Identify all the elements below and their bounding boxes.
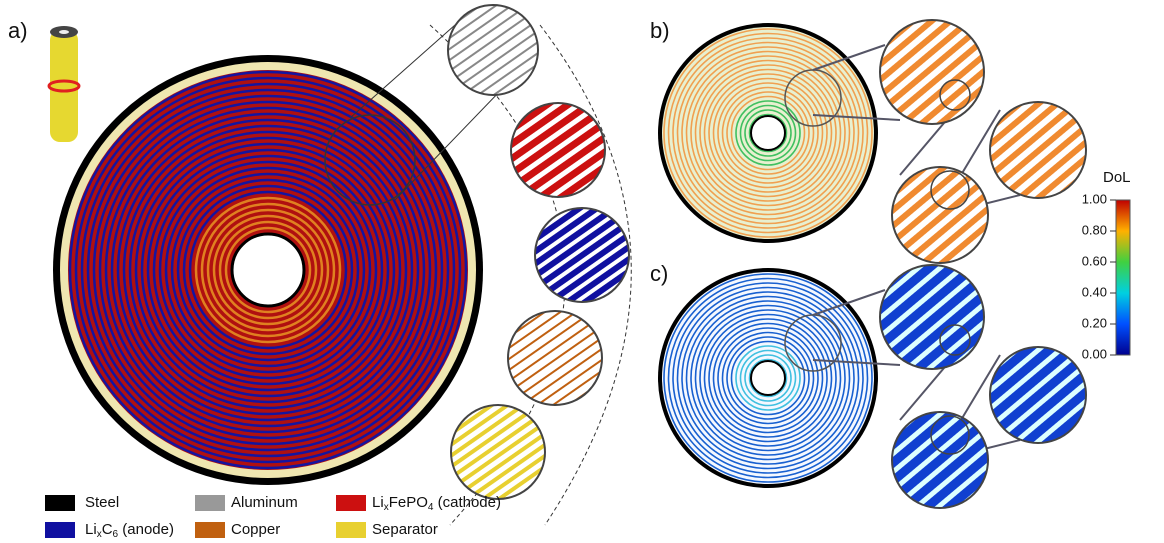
legend-label: Steel [85, 494, 119, 511]
colorbar-tick-label: 1.00 [1082, 191, 1107, 206]
legend-swatch [195, 495, 225, 511]
legend-text: Li [85, 521, 97, 538]
zoom-view [990, 347, 1086, 443]
cell-icon [49, 26, 79, 142]
colorbar-ticks: 1.00 0.80 0.60 0.40 0.20 0.00 [1082, 191, 1116, 361]
colorbar-tick-label: 0.20 [1082, 315, 1107, 330]
legend-text: FePO [389, 494, 428, 511]
legend-swatch [195, 522, 225, 538]
zoom-view [451, 405, 545, 499]
legend-text: Steel [85, 494, 119, 511]
legend-label: Aluminum [231, 494, 298, 511]
page: {"panels": {"a": {"label": "a)"}, "b": {… [0, 0, 1164, 543]
legend-text: Aluminum [231, 494, 298, 511]
colorbar-tick-label: 0.60 [1082, 253, 1107, 268]
legend-swatch [336, 522, 366, 538]
zoom-view [990, 102, 1086, 198]
zoom-view [880, 20, 984, 124]
zoom-view [892, 167, 988, 263]
colorbar-tick-label: 0.00 [1082, 346, 1107, 361]
figure: a) b) c) DoL 1.00 0.80 0.60 0.40 0.20 0.00 St… [0, 0, 1164, 543]
legend-text: C [102, 521, 113, 538]
legend-label: LixFePO4 (cathode) [372, 494, 501, 513]
colorbar-title: DoL [1103, 169, 1131, 186]
legend-text: (cathode) [433, 494, 501, 511]
legend-text: Copper [231, 521, 280, 538]
colorbar-tick-label: 0.80 [1082, 222, 1107, 237]
legend-text: Separator [372, 521, 438, 538]
legend: Steel Aluminum LixFePO4 (cathode) LixC6 (an… [45, 494, 501, 540]
zoom-view [511, 103, 605, 197]
legend-text: Li [372, 494, 384, 511]
legend-swatch [45, 495, 75, 511]
legend-label: LixC6 (anode) [85, 521, 174, 540]
legend-label: Copper [231, 521, 280, 538]
legend-label: Separator [372, 521, 438, 538]
legend-swatch [336, 495, 366, 511]
panel-label: c) [650, 261, 668, 286]
zoom-view [535, 208, 629, 302]
legend-text: (anode) [118, 521, 174, 538]
zoom-view [448, 5, 538, 95]
zoom-view [892, 412, 988, 508]
core [751, 361, 785, 395]
core [232, 234, 304, 306]
colorbar-tick-label: 0.40 [1082, 284, 1107, 299]
colorbar [1116, 200, 1130, 355]
core [751, 116, 785, 150]
zoom-view [508, 311, 602, 405]
legend-swatch [45, 522, 75, 538]
panel-label: a) [8, 18, 28, 43]
panel-label: b) [650, 18, 670, 43]
zoom-view [880, 265, 984, 369]
